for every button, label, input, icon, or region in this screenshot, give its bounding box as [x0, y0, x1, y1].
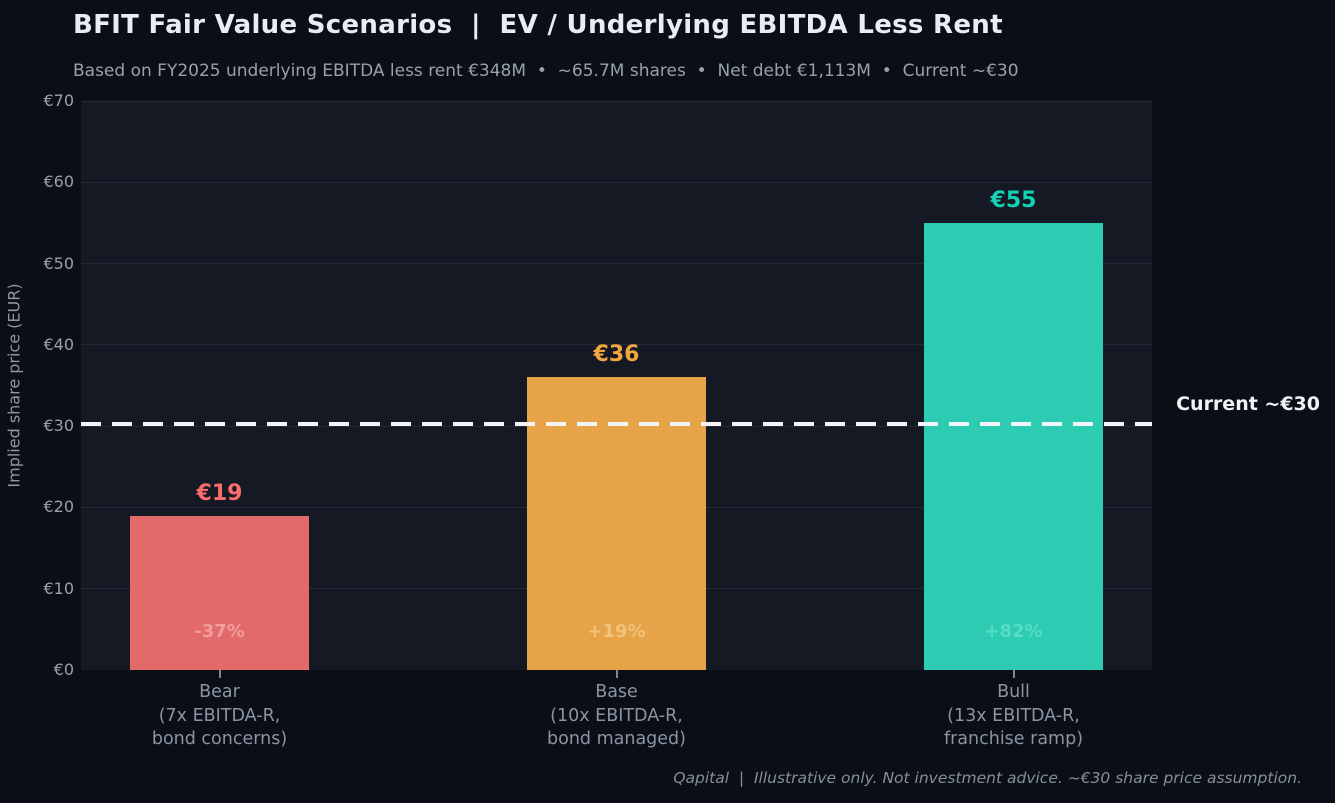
x-tick-label-bull: Bull (13x EBITDA-R, franchise ramp): [854, 681, 1174, 752]
y-tick-label: €60: [43, 172, 74, 192]
x-tick-label-line: Base: [595, 682, 638, 702]
y-tick-label: €0: [53, 660, 74, 679]
bar-base: [527, 377, 706, 670]
chart-title: BFIT Fair Value Scenarios | EV / Underly…: [73, 10, 1003, 40]
bar-bear: [130, 515, 309, 670]
y-tick-label: €10: [43, 578, 74, 598]
x-tick-label-line: Bear: [199, 682, 240, 702]
plot-area: €19 -37% €36 +19% €55 +82%: [81, 100, 1152, 678]
bar-pct-label-bull: +82%: [984, 621, 1043, 642]
bar-value-label-bull: €55: [990, 187, 1037, 213]
x-tick-label-bear: Bear (7x EBITDA-R, bond concerns): [60, 681, 380, 752]
y-tick-label: €50: [43, 253, 74, 273]
x-tick-label-base: Base (10x EBITDA-R, bond managed): [457, 681, 777, 752]
bar-bull: [924, 222, 1103, 670]
y-tick-label: €20: [43, 497, 74, 517]
gridline-60: [81, 181, 1152, 183]
y-axis-title: Implied share price (EUR): [4, 283, 24, 488]
bar-value-label-base: €36: [593, 342, 640, 368]
bar-pct-label-base: +19%: [587, 621, 646, 642]
x-tick-label-line: Bull: [997, 682, 1030, 702]
chart-subtitle: Based on FY2025 underlying EBITDA less r…: [73, 61, 1019, 81]
chart-footer-disclaimer: Qapital | Illustrative only. Not investm…: [673, 769, 1302, 787]
gridline-40: [81, 344, 1152, 346]
x-tick-label-line: bond managed): [547, 729, 686, 749]
gridline-70: [81, 100, 1152, 102]
x-tick-mark-bear: [218, 670, 221, 678]
bar-value-label-bear: €19: [196, 480, 243, 506]
current-price-dashed-line: [81, 421, 1152, 426]
x-tick-label-line: (7x EBITDA-R,: [158, 705, 281, 726]
y-tick-label: €30: [43, 416, 74, 436]
x-tick-label-line: (10x EBITDA-R,: [550, 705, 683, 726]
current-price-line-label: Current ~€30: [1176, 393, 1320, 415]
x-tick-label-line: franchise ramp): [943, 729, 1084, 749]
y-tick-label: €40: [43, 334, 74, 354]
x-tick-mark-base: [615, 670, 618, 678]
x-tick-label-line: bond concerns): [151, 729, 288, 749]
gridline-50: [81, 263, 1152, 265]
bar-pct-label-bear: -37%: [194, 621, 245, 642]
x-tick-label-line: (13x EBITDA-R,: [947, 705, 1080, 726]
x-tick-mark-bull: [1012, 670, 1015, 678]
y-tick-label: €70: [43, 91, 74, 110]
